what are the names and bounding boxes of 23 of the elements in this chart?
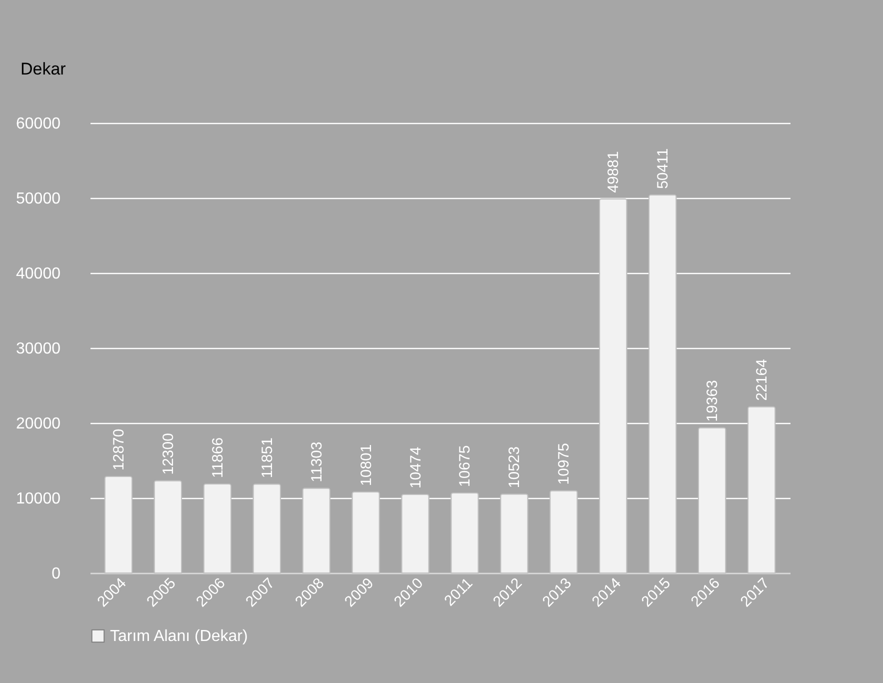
y-tick-label: 60000	[16, 116, 61, 132]
data-label: 10675	[456, 445, 474, 487]
data-label: 12870	[110, 428, 128, 470]
data-label: 10474	[407, 446, 424, 488]
y-tick-label: 50000	[16, 190, 61, 208]
y-tick-label: 10000	[16, 490, 61, 508]
data-label: 11866	[209, 437, 226, 478]
data-label: 49881	[605, 151, 622, 193]
data-label: 11303	[308, 442, 326, 482]
data-label: 10523	[506, 446, 524, 488]
data-label: 11851	[258, 438, 276, 478]
y-tick-label: 40000	[16, 266, 61, 282]
y-tick-label: 20000	[16, 416, 61, 432]
data-label: 50411	[654, 148, 672, 189]
y-axis-title: Dekar	[20, 60, 66, 78]
y-tick-label: 0	[52, 566, 61, 582]
data-label: 10975	[556, 442, 573, 485]
y-tick-label: 30000	[16, 340, 61, 358]
data-label: 22164	[754, 359, 771, 401]
data-label: 10801	[358, 444, 375, 486]
legend-label: Tarım Alanı (Dekar)	[110, 628, 248, 645]
data-label: 19363	[704, 380, 722, 422]
data-label: 12300	[160, 433, 177, 475]
